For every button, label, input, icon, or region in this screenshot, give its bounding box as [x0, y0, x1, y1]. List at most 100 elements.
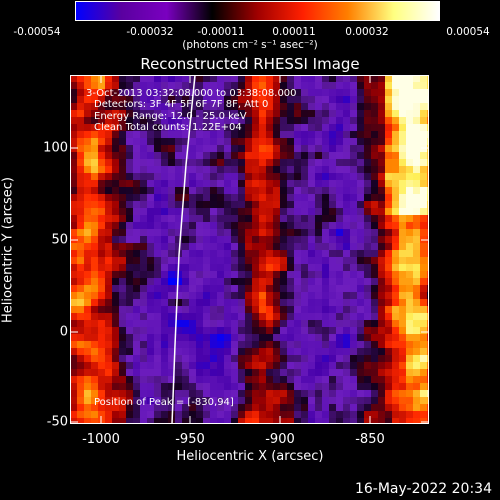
image-pixel	[168, 187, 176, 195]
image-pixel	[399, 383, 407, 391]
image-pixel	[371, 397, 379, 405]
image-pixel	[322, 96, 330, 104]
image-pixel	[329, 376, 337, 384]
image-pixel	[196, 355, 204, 363]
image-pixel	[315, 89, 323, 97]
image-pixel	[350, 390, 358, 398]
image-pixel	[147, 82, 155, 90]
image-pixel	[231, 173, 239, 181]
image-pixel	[203, 355, 211, 363]
image-pixel	[84, 390, 92, 398]
image-pixel	[266, 131, 274, 139]
image-pixel	[119, 145, 127, 153]
image-pixel	[287, 278, 295, 286]
image-pixel	[231, 404, 239, 412]
image-pixel	[308, 299, 316, 307]
image-pixel	[329, 96, 337, 104]
image-pixel	[378, 117, 386, 125]
image-pixel	[406, 124, 414, 132]
image-pixel	[301, 306, 309, 314]
y-tick-label: 0	[59, 324, 68, 340]
image-pixel	[350, 418, 358, 424]
colorbar-tick: -0.00011	[197, 26, 245, 38]
image-pixel	[308, 285, 316, 293]
image-pixel	[133, 110, 141, 118]
image-pixel	[196, 82, 204, 90]
image-pixel	[364, 285, 372, 293]
image-pixel	[385, 264, 393, 272]
image-pixel	[280, 201, 288, 209]
image-pixel	[210, 320, 218, 328]
y-axis-label: Heliocentric Y (arcsec)	[0, 177, 16, 323]
image-pixel	[343, 404, 351, 412]
image-pixel	[420, 390, 428, 398]
image-pixel	[245, 166, 253, 174]
image-pixel	[385, 313, 393, 321]
image-pixel	[343, 96, 351, 104]
image-pixel	[266, 418, 274, 424]
image-pixel	[182, 292, 190, 300]
image-pixel	[350, 299, 358, 307]
image-pixel	[322, 89, 330, 97]
image-pixel	[329, 194, 337, 202]
image-pixel	[119, 82, 127, 90]
image-pixel	[189, 264, 197, 272]
image-pixel	[189, 166, 197, 174]
image-pixel	[322, 131, 330, 139]
image-pixel	[147, 411, 155, 419]
image-pixel	[203, 166, 211, 174]
image-pixel	[301, 327, 309, 335]
image-pixel	[77, 96, 85, 104]
image-pixel	[343, 194, 351, 202]
image-pixel	[77, 243, 85, 251]
image-pixel	[280, 75, 288, 83]
image-pixel	[105, 229, 113, 237]
image-pixel	[189, 355, 197, 363]
image-pixel	[210, 236, 218, 244]
image-pixel	[420, 82, 428, 90]
image-pixel	[308, 341, 316, 349]
image-pixel	[350, 264, 358, 272]
image-pixel	[231, 418, 239, 424]
image-pixel	[217, 285, 225, 293]
image-pixel	[196, 222, 204, 230]
image-pixel	[154, 250, 162, 258]
image-pixel	[119, 313, 127, 321]
image-pixel	[210, 418, 218, 424]
image-pixel	[259, 390, 267, 398]
image-pixel	[315, 250, 323, 258]
image-pixel	[301, 194, 309, 202]
image-pixel	[140, 145, 148, 153]
image-pixel	[259, 166, 267, 174]
image-pixel	[210, 131, 218, 139]
image-pixel	[329, 117, 337, 125]
image-pixel	[98, 159, 106, 167]
image-pixel	[70, 292, 78, 300]
image-pixel	[168, 201, 176, 209]
image-pixel	[154, 292, 162, 300]
image-pixel	[280, 376, 288, 384]
image-pixel	[175, 194, 183, 202]
image-pixel	[231, 201, 239, 209]
image-pixel	[126, 278, 134, 286]
image-pixel	[98, 215, 106, 223]
image-pixel	[161, 187, 169, 195]
image-pixel	[301, 180, 309, 188]
image-pixel	[413, 243, 421, 251]
image-pixel	[147, 152, 155, 160]
image-pixel	[126, 320, 134, 328]
image-pixel	[238, 320, 246, 328]
image-pixel	[266, 138, 274, 146]
image-pixel	[280, 187, 288, 195]
image-pixel	[259, 369, 267, 377]
image-pixel	[399, 299, 407, 307]
image-pixel	[84, 124, 92, 132]
image-pixel	[210, 362, 218, 370]
image-pixel	[392, 117, 400, 125]
image-pixel	[70, 117, 78, 125]
image-pixel	[385, 222, 393, 230]
image-pixel	[392, 89, 400, 97]
image-pixel	[336, 264, 344, 272]
image-pixel	[70, 166, 78, 174]
image-pixel	[287, 110, 295, 118]
